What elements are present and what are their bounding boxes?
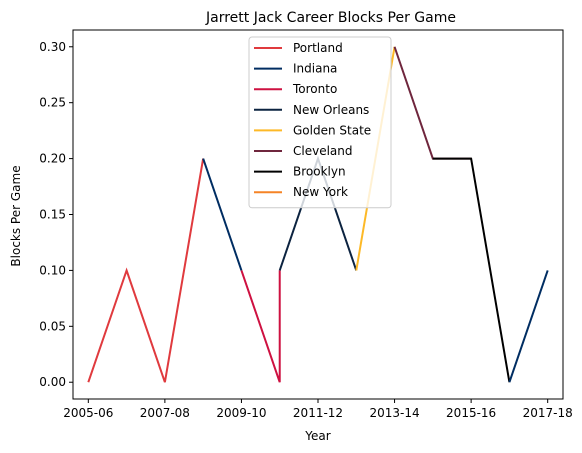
legend-label-toronto: Toronto — [292, 82, 337, 96]
series-line-cleveland — [393, 46, 472, 160]
y-tick-label: 0.30 — [39, 40, 66, 54]
x-tick-label: 2005-06 — [63, 406, 113, 420]
series-line-portland — [87, 158, 205, 383]
y-tick-label: 0.25 — [39, 96, 66, 110]
legend-label-golden-state: Golden State — [293, 123, 371, 137]
legend-label-brooklyn: Brooklyn — [293, 165, 346, 179]
x-tick-label: 2013-14 — [369, 406, 419, 420]
legend-label-cleveland: Cleveland — [293, 144, 353, 158]
x-tick-label: 2011-12 — [293, 406, 343, 420]
legend-label-indiana: Indiana — [293, 62, 337, 76]
y-tick-label: 0.20 — [39, 152, 66, 166]
legend-label-new-orleans: New Orleans — [293, 103, 369, 117]
y-tick-label: 0.05 — [39, 319, 66, 333]
series-line-segment-8 — [508, 270, 549, 383]
y-tick-label: 0.00 — [39, 375, 66, 389]
legend-label-new-york: New York — [293, 185, 348, 199]
series-line-toronto — [240, 270, 281, 383]
x-tick-label: 2017-18 — [523, 406, 573, 420]
series-line-brooklyn — [432, 157, 511, 383]
legend-label-portland: Portland — [293, 41, 343, 55]
x-tick-label: 2007-08 — [140, 406, 190, 420]
legend: Portland Indiana Toronto New Orleans Golden … — [248, 36, 392, 209]
series-line-indiana — [202, 158, 243, 271]
x-tick-label: 2009-10 — [216, 406, 266, 420]
legend-box — [248, 36, 392, 209]
y-tick-label: 0.15 — [39, 208, 66, 222]
y-tick-label: 0.10 — [39, 263, 66, 277]
y-axis-label: Blocks Per Game — [9, 165, 23, 266]
x-tick-label: 2015-16 — [446, 406, 496, 420]
chart-title: Jarrett Jack Career Blocks Per Game — [205, 10, 456, 26]
x-axis-label: Year — [304, 429, 330, 443]
axes: 2005-06 2007-08 2009-10 2011-12 2013-14 2015-… — [39, 29, 573, 420]
